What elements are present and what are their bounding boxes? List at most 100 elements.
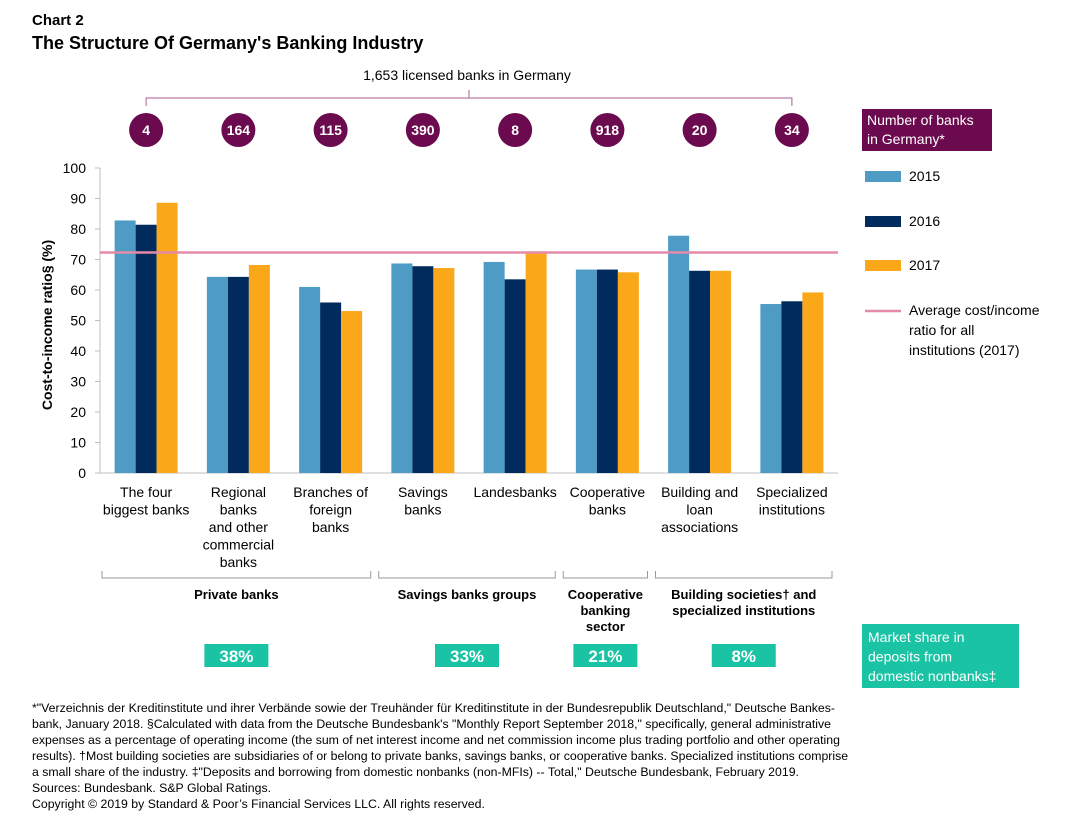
category-label: banks	[404, 502, 441, 518]
bank-count-value: 34	[784, 122, 800, 138]
category-label: commercial	[203, 537, 275, 553]
legend-swatch-2015	[865, 171, 901, 182]
bar-2015-5	[575, 269, 597, 473]
category-label: Branches of	[293, 484, 368, 500]
bar-2017-4	[525, 252, 547, 473]
legend-label: 2016	[909, 213, 940, 229]
y-tick-label: 60	[70, 282, 86, 298]
category-label: banks	[220, 502, 257, 518]
footnote: *"Verzeichnis der Kreditinstitute und ih…	[32, 700, 932, 812]
y-tick-label: 20	[70, 404, 86, 420]
group-label: Savings banks groups	[398, 587, 537, 602]
y-axis: 0 10 20 30 40 50 60 70 80 90 100	[63, 160, 100, 481]
bar-series	[100, 202, 838, 473]
bar-2016-2	[320, 302, 342, 473]
y-tick-label: 100	[63, 160, 87, 176]
bar-2017-6	[710, 270, 732, 473]
bar-2016-7	[781, 301, 803, 473]
bank-count-value: 918	[596, 122, 620, 138]
bank-count-value: 4	[142, 122, 150, 138]
category-label: Cooperative	[570, 484, 646, 500]
bar-2017-2	[341, 311, 363, 473]
footnote-line: *"Verzeichnis der Kreditinstitute und ih…	[32, 701, 836, 715]
category-label: banks	[220, 554, 257, 570]
bank-count-title: 1,653 licensed banks in Germany	[363, 67, 571, 83]
bar-2016-1	[227, 276, 249, 473]
bank-count-value: 164	[227, 122, 251, 138]
category-label: Building and	[661, 484, 738, 500]
bank-count-circle	[498, 113, 533, 147]
market-share-value: 33%	[450, 647, 484, 666]
legend-label: 2015	[909, 168, 940, 184]
category-label: biggest banks	[103, 502, 189, 518]
group-bracket	[562, 571, 648, 579]
category-label: Landesbanks	[473, 484, 556, 500]
bar-2017-7	[802, 292, 824, 473]
bar-2015-6	[668, 235, 690, 473]
bank-count-circle	[313, 113, 348, 147]
footnote-line: expenses as a percentage of operating in…	[32, 733, 840, 747]
category-label: Regional	[211, 484, 266, 500]
group-label: sector	[586, 619, 625, 634]
legend-label: institutions (2017)	[909, 342, 1020, 358]
group-label: Cooperative	[568, 587, 643, 602]
chart-label: Chart 2	[32, 12, 84, 29]
market-share-value: 38%	[219, 647, 253, 666]
bank-count-value: 8	[511, 122, 519, 138]
y-axis-label: Cost-to-income ratio§ (%)	[39, 240, 55, 410]
category-label: foreign	[309, 502, 352, 518]
category-label: The four	[120, 484, 172, 500]
category-label: Specialized	[756, 484, 828, 500]
count-legend-box	[862, 109, 992, 151]
y-tick-label: 70	[70, 252, 86, 268]
footnote-line: a small share of the industry. ‡"Deposit…	[32, 765, 799, 779]
category-label: banks	[312, 519, 349, 535]
market-share-box	[435, 644, 499, 667]
y-tick-label: 50	[70, 313, 86, 329]
bar-2015-3	[391, 263, 413, 473]
bank-count-circle	[682, 113, 717, 147]
bar-2015-4	[483, 261, 505, 473]
group-label: banking	[580, 603, 630, 618]
footnote-line: results). †Most building societies are s…	[32, 749, 849, 763]
bar-2016-3	[412, 266, 434, 473]
market-share-box	[204, 644, 269, 667]
chart-title: The Structure Of Germany's Banking Indus…	[32, 33, 423, 53]
category-label: associations	[661, 519, 738, 535]
legend-swatch-2016	[865, 216, 901, 227]
y-tick-label: 40	[70, 343, 86, 359]
legend: Number of banks in Germany* 2015 2016 2017 Av…	[862, 109, 1040, 358]
group-label: specialized institutions	[672, 603, 815, 618]
category-label: institutions	[759, 502, 825, 518]
sector-groups: Private banks 38% Savings banks groups 33% C…	[101, 571, 1019, 688]
bar-2015-2	[299, 286, 321, 473]
share-legend-text: deposits from	[868, 649, 952, 665]
legend-label: 2017	[909, 257, 940, 273]
bank-counts: 1,653 licensed banks in Germany 4 164 115 39…	[129, 67, 809, 147]
market-share-value: 8%	[731, 647, 756, 666]
share-legend-box	[862, 624, 1019, 688]
bar-2017-3	[433, 268, 455, 473]
category-label: and other	[209, 519, 268, 535]
bank-count-value: 115	[319, 122, 342, 138]
bar-2015-1	[206, 276, 228, 473]
footnote-line: Sources: Bundesbank. S&P Global Ratings.	[32, 781, 272, 795]
legend-label: Average cost/income	[909, 302, 1040, 318]
group-bracket	[655, 571, 833, 579]
bar-2017-5	[617, 272, 639, 473]
category-label: loan	[686, 502, 712, 518]
market-share-box	[711, 644, 776, 667]
group-label: Private banks	[194, 587, 279, 602]
count-legend-text: Number of banks	[867, 112, 974, 128]
bar-2015-7	[760, 304, 782, 473]
market-share-box	[573, 644, 638, 667]
count-legend-text: in Germany*	[867, 131, 945, 147]
group-label: Building societies† and	[671, 587, 816, 602]
bar-2015-0	[114, 220, 136, 473]
y-tick-label: 0	[78, 465, 86, 481]
bank-count-circle	[221, 113, 256, 147]
bar-2016-5	[596, 269, 618, 473]
count-bracket	[145, 97, 793, 106]
